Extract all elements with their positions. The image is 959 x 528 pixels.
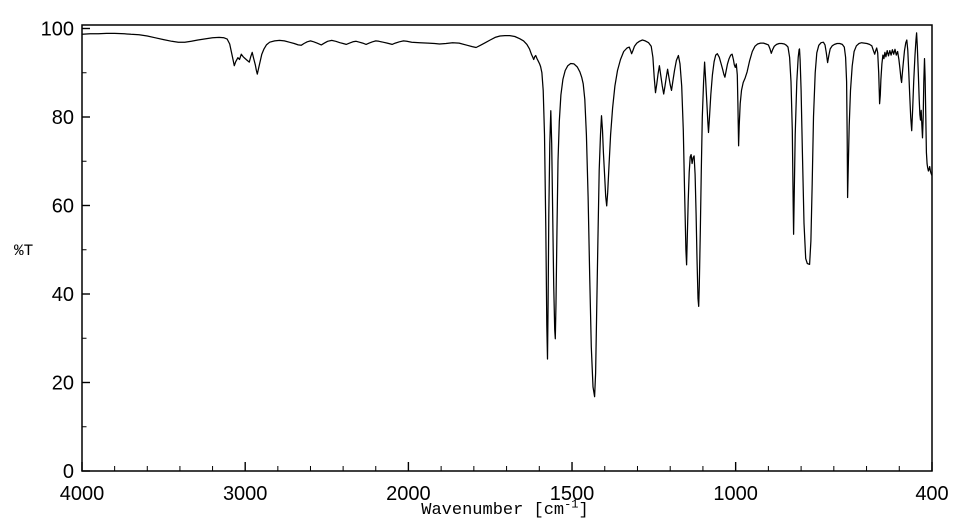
x-tick-label: 2000 [386,483,431,505]
x-tick-label: 4000 [60,483,105,505]
x-axis-title: Wavenumber [cm-1] [421,498,589,521]
x-tick-label: 400 [915,483,948,505]
y-tick-label: 60 [52,196,74,218]
x-tick-label: 1000 [713,483,758,505]
y-tick-label: 100 [41,19,74,41]
x-axis-title-main: Wavenumber [cm [421,501,565,520]
x-axis-title-superscript: -1 [564,497,579,512]
spectrum-trace [81,32,933,398]
y-tick-label: 20 [52,373,74,395]
plot-frame [81,24,933,472]
y-axis-title: %T [14,242,34,260]
y-tick-label: 80 [52,107,74,129]
x-axis-title-close: ] [578,501,589,520]
x-tick-label: 1500 [550,483,595,505]
x-tick-label: 3000 [223,483,268,505]
y-tick-label: 40 [52,284,74,306]
y-tick-label: 0 [63,461,74,483]
